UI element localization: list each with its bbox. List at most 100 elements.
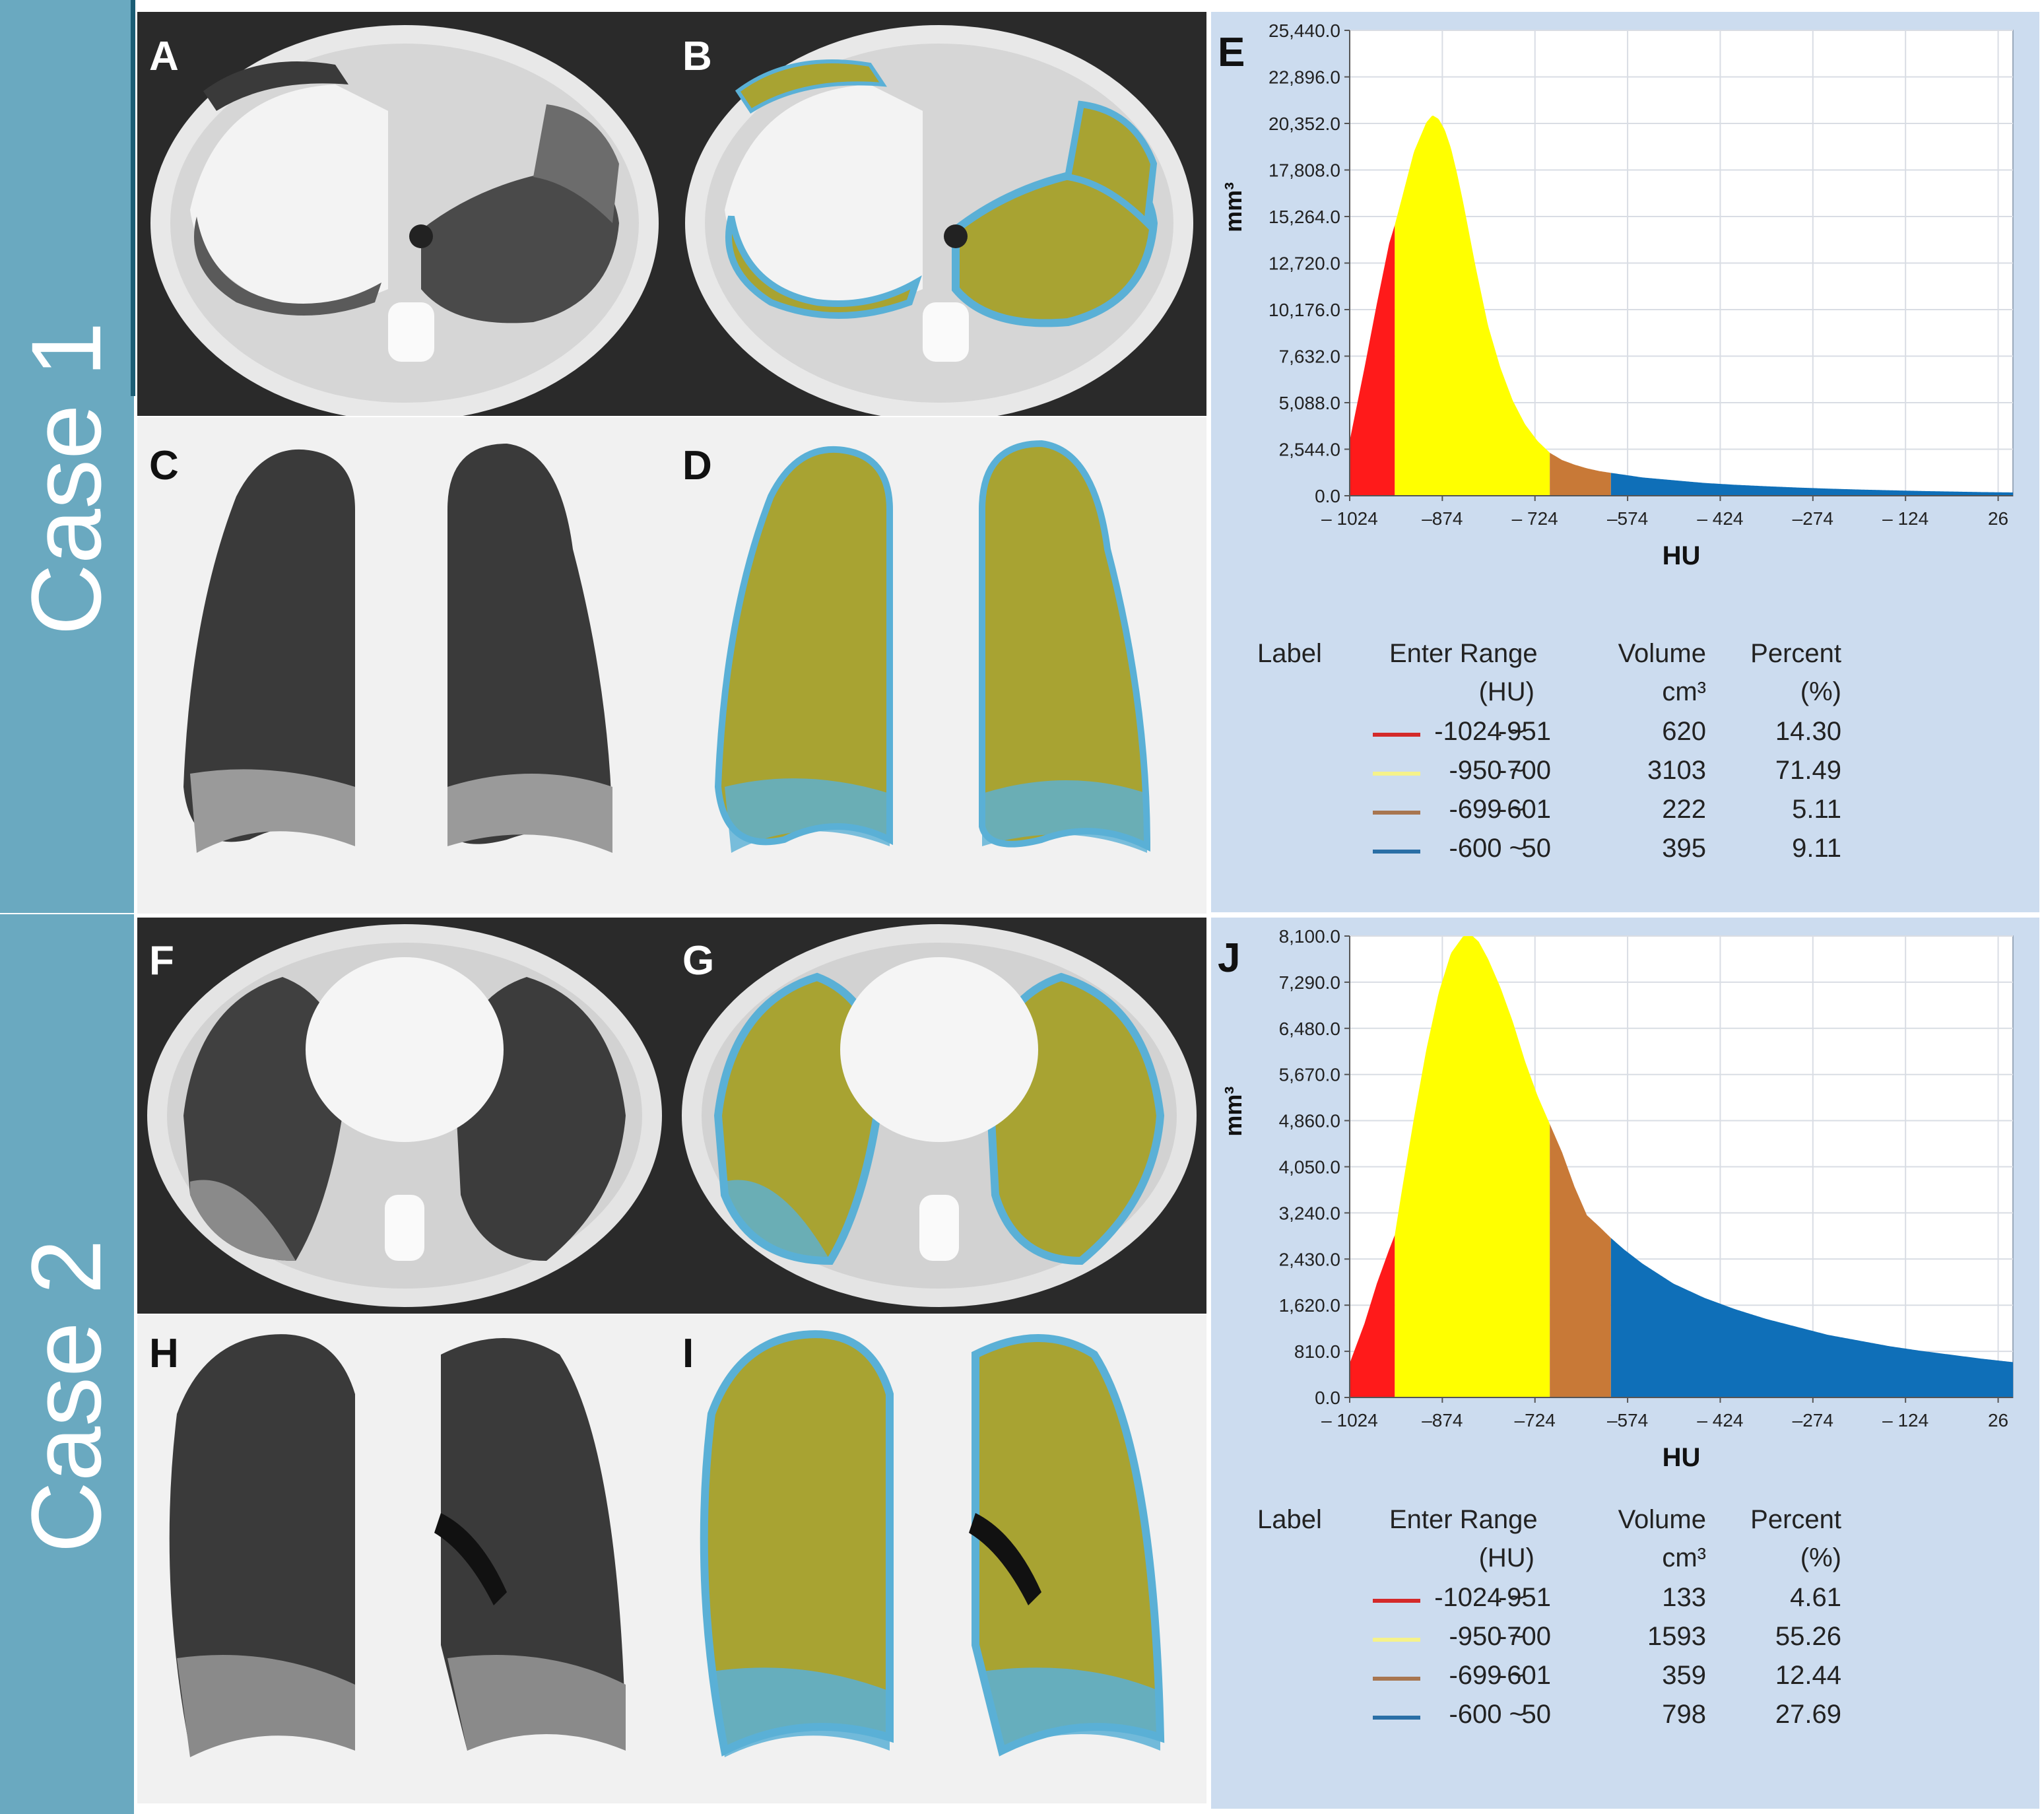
y-tick-label: 0.0 xyxy=(1315,486,1340,506)
area-range-4 xyxy=(1610,473,2013,496)
case2-label: Case 2 xyxy=(11,1239,121,1553)
header-enter-range: Enter Range xyxy=(1389,639,1538,668)
panel-letter-c: C xyxy=(149,443,179,488)
volume-value: 798 xyxy=(1662,1700,1706,1729)
percent-value: 5.11 xyxy=(1792,795,1841,824)
panel-letter-i: I xyxy=(682,1331,694,1376)
ct-coronal-panel-d xyxy=(672,417,1206,914)
ct-overlay-image-b xyxy=(685,25,1193,416)
legend-swatch xyxy=(1373,1716,1420,1720)
y-tick-label: 6,480.0 xyxy=(1279,1019,1340,1039)
percent-value: 9.11 xyxy=(1792,834,1841,863)
header-range-unit: (HU) xyxy=(1478,677,1534,706)
y-tick-label: 15,264.0 xyxy=(1269,207,1340,227)
area-range-1 xyxy=(1350,224,1395,496)
header-enter-range: Enter Range xyxy=(1389,1505,1538,1534)
volume-value: 1593 xyxy=(1647,1622,1706,1651)
x-tick-label: 26 xyxy=(1988,508,2008,529)
percent-value: 71.49 xyxy=(1775,756,1841,785)
percent-value: 55.26 xyxy=(1775,1622,1841,1651)
area-range-2 xyxy=(1395,116,1550,496)
header-range-unit: (HU) xyxy=(1478,1543,1534,1572)
case1-band xyxy=(0,0,134,913)
header-percent: Percent xyxy=(1750,1505,1841,1534)
x-tick-label: – 1024 xyxy=(1321,1410,1378,1430)
x-axis-title: HU xyxy=(1663,541,1701,570)
panel-letter-d: D xyxy=(682,443,712,488)
y-tick-label: 22,896.0 xyxy=(1269,67,1340,88)
y-tick-label: 7,290.0 xyxy=(1279,972,1340,993)
y-axis-title: mm³ xyxy=(1220,182,1247,232)
x-tick-label: – 424 xyxy=(1697,508,1743,529)
area-range-1 xyxy=(1350,1235,1395,1397)
range-to: 50 xyxy=(1521,834,1552,863)
y-tick-label: 10,176.0 xyxy=(1269,300,1340,320)
range-from: -699 ~ xyxy=(1449,1661,1525,1690)
range-from: -950 ~ xyxy=(1449,756,1525,785)
ct-axial-panel-a xyxy=(137,12,672,416)
chart-panel-e: 0.0 2,544.0 5,088.0 7,632.0 10,176.0 12,720.0… xyxy=(1211,12,2039,912)
ct-axial-panel-b xyxy=(672,12,1206,416)
header-volume-unit: cm³ xyxy=(1662,1543,1706,1572)
range-to: -951 xyxy=(1498,1583,1551,1612)
case1-label: Case 1 xyxy=(11,321,121,636)
legend-table-j: Label Enter Range (HU) Volume cm³ Percent (%) -… xyxy=(1211,1492,2039,1769)
panel-letter-f: F xyxy=(149,938,174,984)
ct-coronal-image-h xyxy=(169,1334,626,1757)
header-label: Label xyxy=(1257,639,1322,668)
range-to: -601 xyxy=(1498,1661,1551,1690)
x-tick-label: –874 xyxy=(1422,1410,1463,1430)
legend-swatch xyxy=(1373,1599,1420,1603)
y-tick-label: 4,860.0 xyxy=(1279,1111,1340,1131)
volume-value: 395 xyxy=(1662,834,1706,863)
area-range-2 xyxy=(1395,936,1550,1397)
y-tick-label: 8,100.0 xyxy=(1279,926,1340,947)
histogram-j: 0.0 810.0 1,620.0 2,430.0 3,240.0 4,050.0 4,86… xyxy=(1218,926,2014,1472)
x-tick-label: – 724 xyxy=(1512,508,1558,529)
case1-band-edge xyxy=(131,0,135,396)
range-from: -1024 ~ xyxy=(1434,717,1525,746)
histogram-e: 0.0 2,544.0 5,088.0 7,632.0 10,176.0 12,720.0… xyxy=(1218,20,2014,570)
ct-coronal-image-c xyxy=(183,444,612,853)
volume-value: 3103 xyxy=(1647,756,1706,785)
header-volume: Volume xyxy=(1618,639,1706,668)
y-tick-label: 7,632.0 xyxy=(1279,347,1340,367)
x-tick-label: –874 xyxy=(1422,508,1463,529)
range-to: -700 xyxy=(1498,1622,1551,1651)
y-tick-label: 5,670.0 xyxy=(1279,1065,1340,1085)
header-percent-unit: (%) xyxy=(1800,677,1841,706)
y-tick-label: 3,240.0 xyxy=(1279,1203,1340,1223)
percent-value: 27.69 xyxy=(1775,1700,1841,1729)
chart-panel-j: 0.0 810.0 1,620.0 2,430.0 3,240.0 4,050.0 4,86… xyxy=(1211,918,2039,1809)
ct-axial-image-f xyxy=(147,924,662,1307)
volume-value: 222 xyxy=(1662,795,1706,824)
range-to: -700 xyxy=(1498,756,1551,785)
legend-table-e: Label Enter Range (HU) Volume cm³ Percent (%) -… xyxy=(1211,626,2039,890)
y-tick-label: 4,050.0 xyxy=(1279,1157,1340,1178)
legend-swatch xyxy=(1373,772,1420,776)
ct-axial-image-a xyxy=(150,25,659,416)
volume-value: 359 xyxy=(1662,1661,1706,1690)
header-volume-unit: cm³ xyxy=(1662,677,1706,706)
header-percent-unit: (%) xyxy=(1800,1543,1841,1572)
ct-overlay-image-d xyxy=(714,440,1151,853)
x-tick-label: 26 xyxy=(1988,1410,2008,1430)
area-range-3 xyxy=(1550,1124,1611,1397)
y-tick-label: 0.0 xyxy=(1315,1388,1340,1408)
legend-swatch xyxy=(1373,1638,1420,1642)
ct-axial-panel-g xyxy=(672,918,1206,1314)
percent-value: 14.30 xyxy=(1775,717,1841,746)
x-tick-label: – 124 xyxy=(1882,508,1929,529)
ct-axial-panel-f xyxy=(137,918,672,1314)
x-axis-title: HU xyxy=(1663,1443,1701,1472)
x-tick-label: – 1024 xyxy=(1321,508,1378,529)
y-tick-label: 25,440.0 xyxy=(1269,20,1340,41)
panel-letter-a: A xyxy=(149,34,179,79)
header-label: Label xyxy=(1257,1505,1322,1534)
x-tick-label: –274 xyxy=(1793,508,1833,529)
volume-value: 620 xyxy=(1662,717,1706,746)
volume-value: 133 xyxy=(1662,1583,1706,1612)
legend-swatch xyxy=(1373,811,1420,815)
x-tick-label: –724 xyxy=(1515,1410,1556,1430)
percent-value: 12.44 xyxy=(1775,1661,1841,1690)
